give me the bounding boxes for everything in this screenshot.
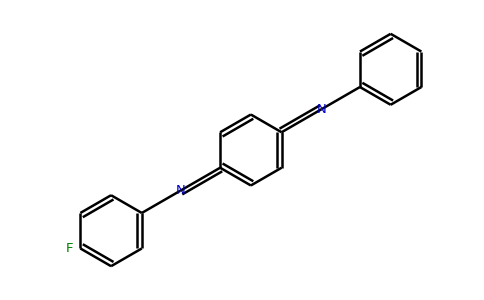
Text: N: N bbox=[175, 184, 185, 197]
Text: F: F bbox=[66, 242, 73, 255]
Text: N: N bbox=[317, 103, 326, 116]
